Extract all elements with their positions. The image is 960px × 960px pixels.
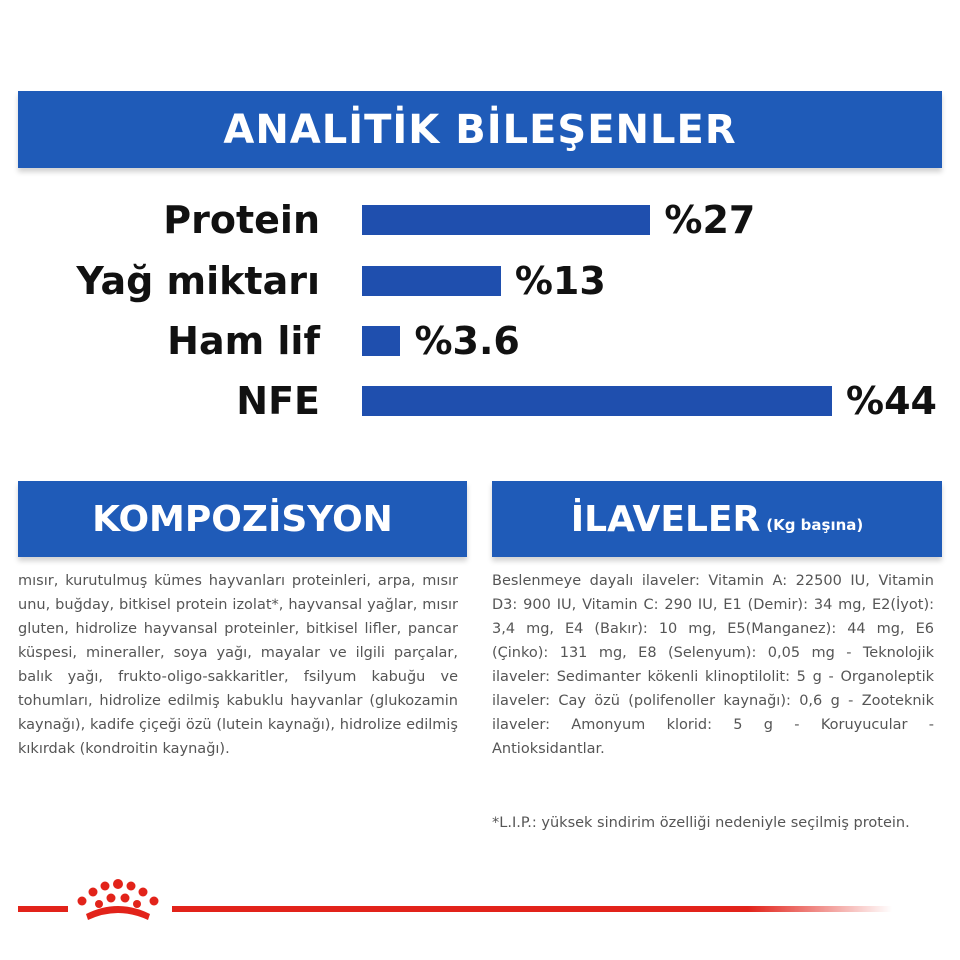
value-label: %13 xyxy=(514,259,606,303)
value-label: %3.6 xyxy=(414,319,520,363)
value-label: %27 xyxy=(664,198,756,242)
additives-subtitle: (Kg başına) xyxy=(766,516,864,534)
additives-text: Beslenmeye dayalı ilaveler: Vitamin A: 2… xyxy=(492,573,934,757)
composition-title: KOMPOZİSYON xyxy=(92,498,393,540)
analytic-components-header: ANALİTİK BİLEŞENLER xyxy=(18,91,942,168)
red-line-left xyxy=(18,906,68,912)
red-line-right xyxy=(172,906,892,912)
bar-protein xyxy=(362,205,651,235)
value-label: %44 xyxy=(846,379,937,423)
bar-nfe xyxy=(362,386,832,416)
footnote: *L.I.P.: yüksek sindirim özelliği nedeni… xyxy=(492,815,910,831)
category-label: NFE xyxy=(236,379,320,423)
category-label: Ham lif xyxy=(167,319,320,363)
composition-text: mısır, kurutulmuş kümes hayvanları prote… xyxy=(18,573,458,757)
royal-canin-crown-logo xyxy=(77,879,159,920)
category-label: Yağ miktarı xyxy=(76,259,320,303)
bar-ham-lif xyxy=(362,326,401,356)
additives-title: İLAVELER xyxy=(570,498,761,540)
bar-yağ-miktarı xyxy=(362,266,501,296)
category-label: Protein xyxy=(163,198,320,242)
composition-header: KOMPOZİSYON xyxy=(18,481,467,557)
additives-header: İLAVELER (Kg başına) xyxy=(492,481,942,557)
header-title: ANALİTİK BİLEŞENLER xyxy=(223,106,737,153)
